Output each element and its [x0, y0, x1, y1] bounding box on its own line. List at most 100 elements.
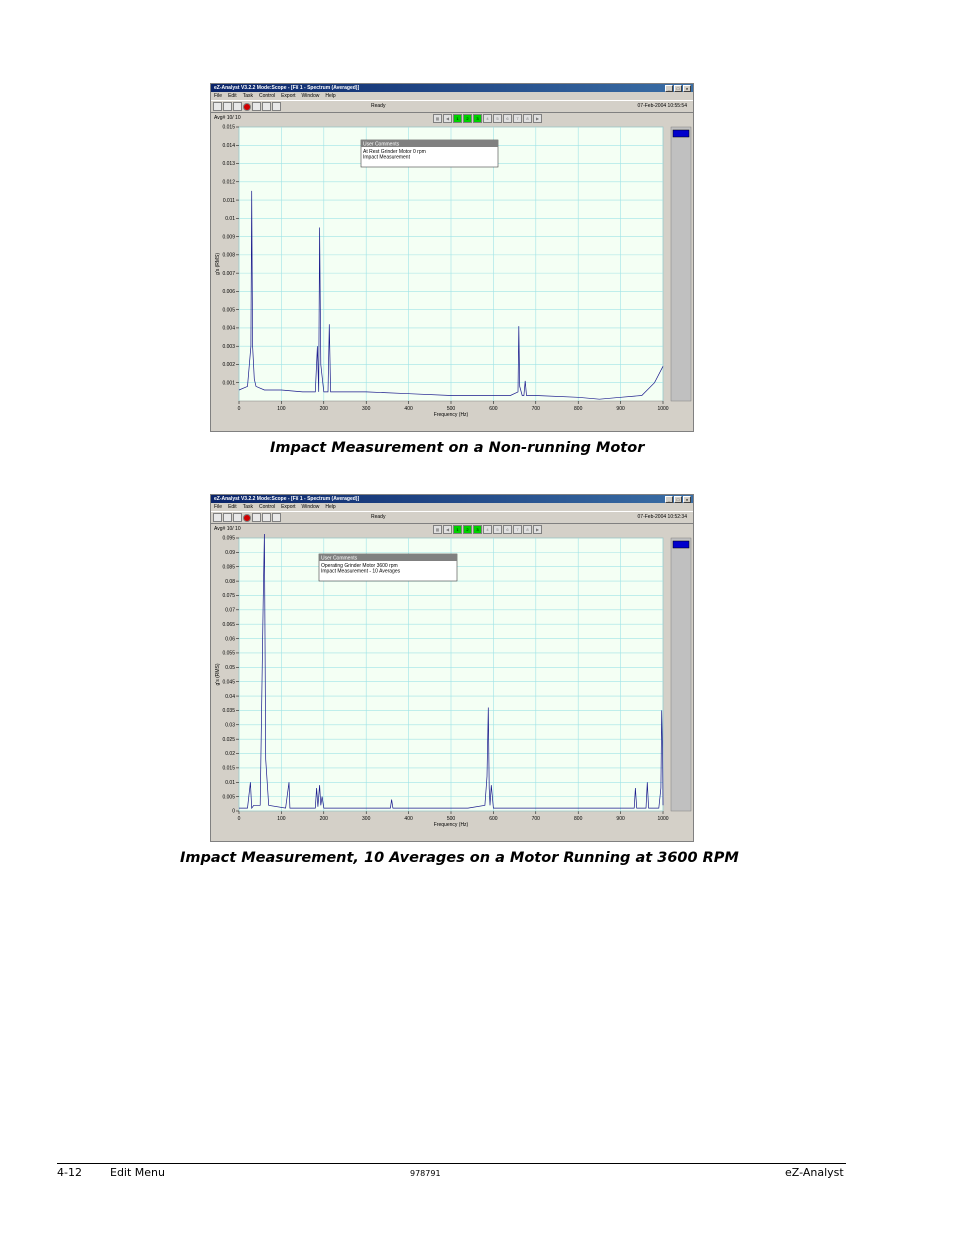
display-mode-button[interactable] [213, 102, 222, 111]
y-tick-label: 0.003 [222, 344, 235, 350]
menu-bar: File Edit Task Control Export Window Hel… [211, 92, 693, 100]
close-button[interactable]: × [683, 85, 691, 92]
y-tick-label: 0.08 [225, 579, 235, 585]
channel-4-button[interactable]: 4 [483, 114, 492, 123]
menu-control[interactable]: Control [258, 504, 276, 510]
series-line [239, 534, 664, 810]
next-icon[interactable]: ▶ [533, 114, 542, 123]
plot-area-1: 0 100 200 300 400 500 600 700 800 900 1000 0.001 0.0… [211, 123, 693, 423]
prev-icon[interactable]: ◀ [443, 114, 452, 123]
record-icon[interactable] [243, 513, 251, 522]
save-button[interactable] [272, 513, 281, 522]
x-tick-label: 200 [320, 816, 329, 822]
setup-button[interactable] [223, 513, 232, 522]
x-tick-label: 0 [238, 816, 241, 822]
menu-file[interactable]: File [214, 93, 223, 99]
channel-7-button[interactable]: 7 [513, 114, 522, 123]
x-tick-label: 500 [447, 816, 456, 822]
menu-edit[interactable]: Edit [228, 504, 237, 510]
maximize-button[interactable]: □ [674, 85, 682, 92]
save-button[interactable] [272, 102, 281, 111]
x-tick-label: 900 [616, 816, 625, 822]
channel-1-button[interactable]: 1 [453, 525, 462, 534]
footer-rule [57, 1163, 846, 1164]
menu-file[interactable]: File [214, 504, 223, 510]
y-tick-label: 0.015 [222, 125, 235, 131]
y-tick-label: 0.005 [222, 794, 235, 800]
run-button[interactable] [233, 513, 242, 522]
menu-export[interactable]: Export [281, 93, 296, 99]
x-tick-label: 100 [277, 816, 286, 822]
x-tick-label: 800 [574, 406, 583, 412]
menu-task[interactable]: Task [242, 504, 253, 510]
minimize-button[interactable]: _ [665, 85, 673, 92]
plot-area-2: 0 100 200 300 400 500 600 700 800 900 1000 0 0.005 0.… [211, 534, 693, 833]
stop-button[interactable] [252, 102, 261, 111]
next-icon[interactable]: ▶ [533, 525, 542, 534]
channel-6-button[interactable]: 6 [503, 525, 512, 534]
menu-task[interactable]: Task [242, 93, 253, 99]
y-tick-label: 0.085 [222, 564, 235, 570]
user-comments-title: User Comments [321, 556, 358, 562]
footer-section-title: Edit Menu [110, 1166, 165, 1179]
channel-2-button[interactable]: 2 [463, 114, 472, 123]
grid-icon[interactable]: ▦ [433, 525, 442, 534]
user-comments-title: User Comments [363, 142, 400, 148]
channel-4-button[interactable]: 4 [483, 525, 492, 534]
close-button[interactable]: × [683, 496, 691, 503]
channel-3-button[interactable]: 3 [473, 114, 482, 123]
setup-button[interactable] [223, 102, 232, 111]
y-tick-label: 0.004 [222, 326, 235, 332]
channel-8-button[interactable]: 8 [523, 525, 532, 534]
y-tick-label: 0.006 [222, 289, 235, 295]
menu-window[interactable]: Window [301, 504, 320, 510]
run-button[interactable] [233, 102, 242, 111]
y-tick-label: 0.03 [225, 722, 235, 728]
channel-6-button[interactable]: 6 [503, 114, 512, 123]
channel-buttons: ▦ ◀ 1 2 3 4 5 6 7 8 ▶ [433, 114, 542, 123]
maximize-button[interactable]: □ [674, 496, 682, 503]
stop-button[interactable] [252, 513, 261, 522]
user-comment-line: Impact Measurement - 10 Averages [321, 569, 401, 575]
y-tick-label: 0.07 [225, 608, 235, 614]
caption-2: Impact Measurement, 10 Averages on a Mot… [180, 850, 739, 866]
channel-8-button[interactable]: 8 [523, 114, 532, 123]
minimize-button[interactable]: _ [665, 496, 673, 503]
x-tick-label: 800 [574, 816, 583, 822]
channel-2-button[interactable]: 2 [463, 525, 472, 534]
menu-export[interactable]: Export [281, 504, 296, 510]
y-tick-label: 0.075 [222, 593, 235, 599]
user-comments-titlebar [319, 554, 457, 561]
app-screenshot-2: eZ-Analyst V3.2.2 Mode:Scope - [F¥ 1 - S… [210, 494, 694, 842]
y-tick-label: 0.045 [222, 679, 235, 685]
x-tick-label: 500 [447, 406, 456, 412]
y-tick-label: 0.012 [222, 180, 235, 186]
prev-icon[interactable]: ◀ [443, 525, 452, 534]
menu-control[interactable]: Control [258, 93, 276, 99]
window-title: eZ-Analyst V3.2.2 Mode:Scope - [F¥ 1 - S… [214, 496, 360, 502]
x-tick-label: 0 [238, 406, 241, 412]
channel-5-button[interactable]: 5 [493, 114, 502, 123]
y-tick-label: 0.02 [225, 751, 235, 757]
record-icon[interactable] [243, 102, 251, 111]
average-counter: Avg# 10/ 10 [214, 115, 241, 121]
display-mode-button[interactable] [213, 513, 222, 522]
channel-7-button[interactable]: 7 [513, 525, 522, 534]
menu-help[interactable]: Help [325, 93, 336, 99]
y-tick-label: 0.035 [222, 708, 235, 714]
channel-3-button[interactable]: 3 [473, 525, 482, 534]
pause-button[interactable] [262, 102, 271, 111]
pause-button[interactable] [262, 513, 271, 522]
caption-1: Impact Measurement on a Non-running Moto… [270, 440, 645, 456]
menu-window[interactable]: Window [301, 93, 320, 99]
footer-doc-number: 978791 [410, 1169, 441, 1178]
menu-help[interactable]: Help [325, 504, 336, 510]
x-axis-label: Frequency (Hz) [434, 412, 469, 418]
channel-1-button[interactable]: 1 [453, 114, 462, 123]
channel-5-button[interactable]: 5 [493, 525, 502, 534]
grid-icon[interactable]: ▦ [433, 114, 442, 123]
menu-edit[interactable]: Edit [228, 93, 237, 99]
spectrum-chart-2: 0 100 200 300 400 500 600 700 800 900 1000 0 0.005 0.… [211, 534, 693, 833]
x-tick-label: 200 [320, 406, 329, 412]
y-tick-label: 0.002 [222, 362, 235, 368]
